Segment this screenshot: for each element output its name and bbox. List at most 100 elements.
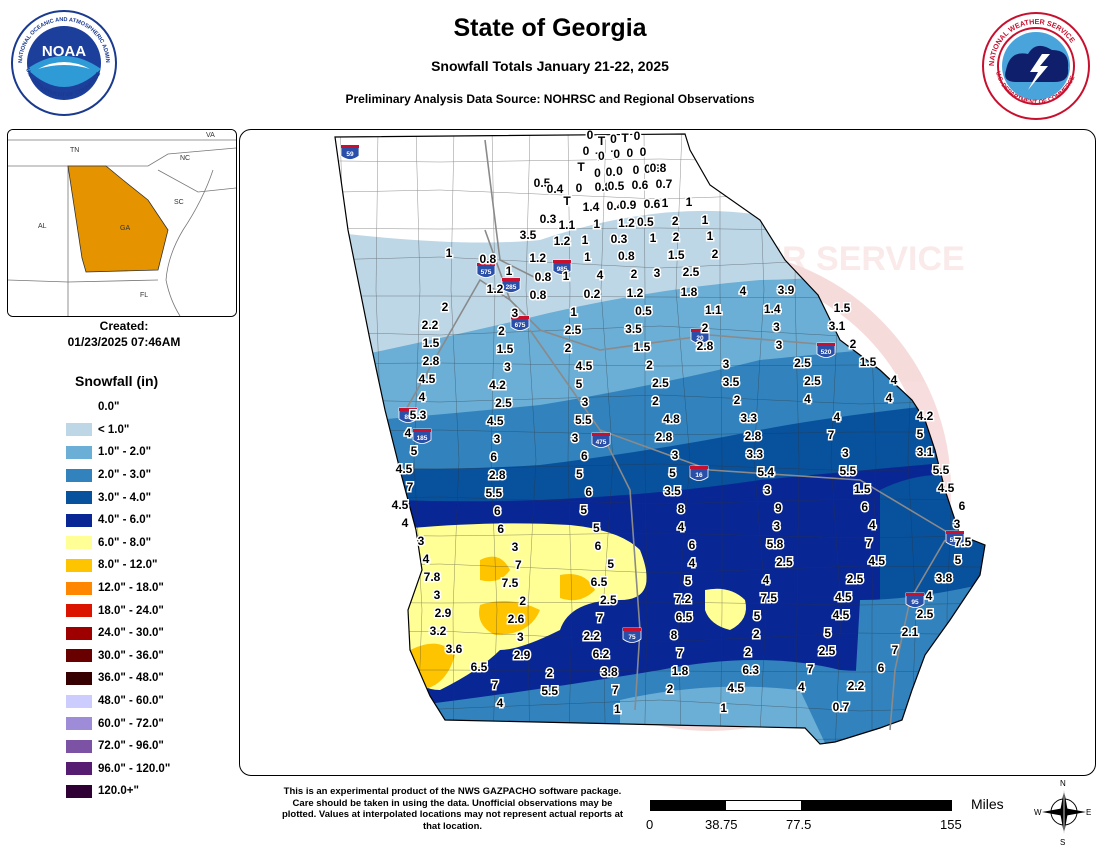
legend-item: 3.0" - 4.0"	[66, 486, 170, 509]
snowfall-observation: 1	[506, 264, 513, 278]
legend-label: 3.0" - 4.0"	[98, 491, 152, 504]
snowfall-observation: 2	[672, 214, 679, 228]
snowfall-observation: 0	[610, 132, 617, 146]
snowfall-observation: 4.5	[396, 462, 413, 476]
inset-label-nc: NC	[180, 155, 190, 162]
legend-label: 72.0" - 96.0"	[98, 740, 164, 753]
snowfall-observation: 4.2	[917, 409, 934, 423]
created-value: 01/23/2025 07:46AM	[67, 335, 181, 349]
snowfall-observation: 7	[492, 678, 499, 692]
legend-swatch	[66, 423, 92, 437]
interstate-shield-icon: 20	[690, 328, 710, 344]
snowfall-observation: 3	[494, 432, 501, 446]
snowfall-observation: 2	[753, 627, 760, 641]
interstate-number: 185	[417, 435, 428, 442]
nws-logo: NATIONAL WEATHER SERVICE U.S. DEPARTMENT…	[982, 12, 1090, 120]
interstate-number: 575	[481, 269, 492, 276]
snowfall-observation: 7.5	[955, 535, 972, 549]
data-source-note: Preliminary Analysis Data Source: NOHRSC…	[345, 92, 755, 106]
legend-item: 18.0" - 24.0"	[66, 599, 170, 622]
legend-item: 0.0"	[66, 396, 170, 419]
legend-item: 12.0" - 18.0"	[66, 577, 170, 600]
snowfall-observation: 4.5	[727, 681, 744, 695]
snowfall-observation: T	[563, 194, 571, 208]
snowfall-observation: T	[598, 134, 606, 148]
snowfall-observation: 0.5	[635, 304, 652, 318]
snowfall-observation: 7	[677, 646, 684, 660]
snowfall-observation: T	[596, 150, 604, 164]
snowfall-observation: 5.5	[485, 486, 502, 500]
snowfall-observation: 7	[515, 558, 522, 572]
noaa-logo-text: NOAA	[42, 43, 86, 60]
snowfall-observation: 2	[498, 324, 505, 338]
interstate-number: 285	[506, 284, 517, 291]
snowfall-observation: 4	[886, 391, 893, 405]
legend-label: 24.0" - 30.0"	[98, 627, 164, 640]
map-subtitle: Snowfall Totals January 21-22, 2025	[431, 58, 669, 74]
snowfall-observation: 3	[776, 338, 783, 352]
snowfall-observation: 2.2	[422, 318, 439, 332]
legend-swatch	[66, 468, 92, 482]
snowfall-observation: 2	[745, 645, 752, 659]
snowfall-observation: 4	[804, 392, 811, 406]
legend-item: < 1.0"	[66, 419, 170, 442]
legend-label: 96.0" - 120.0"	[98, 762, 171, 775]
snowfall-observation: 3	[582, 395, 589, 409]
snowfall-observation: 6	[861, 500, 868, 514]
snowfall-observation: 4	[678, 520, 685, 534]
snowfall-observation: 6.5	[591, 575, 608, 589]
snowfall-observation: 5	[955, 553, 962, 567]
snowfall-observation: 2.5	[847, 572, 864, 586]
interstate-number: 16	[695, 472, 703, 479]
legend-item: 60.0" - 72.0"	[66, 712, 170, 735]
snowfall-observation: 4.5	[938, 481, 955, 495]
scale-label-3: 155	[940, 817, 962, 832]
snowfall-observation: 2.8	[489, 468, 506, 482]
snowfall-observation: 4.8	[663, 412, 680, 426]
scale-seg-3	[801, 801, 951, 810]
snowfall-observation: 7.5	[502, 576, 519, 590]
snowfall-observation: 0.6	[644, 197, 661, 211]
scale-bar-track	[650, 800, 952, 811]
locator-inset-map: VA TN NC SC AL GA FL	[7, 129, 237, 317]
legend-swatch	[66, 762, 92, 776]
snowfall-observation: 0	[583, 144, 590, 158]
snowfall-observation: 7	[892, 643, 899, 657]
snowfall-observation: 3	[654, 266, 661, 280]
snowfall-observation: 4	[597, 268, 604, 282]
snowfall-observation: 0.8	[530, 288, 547, 302]
snowfall-observation: 1	[582, 233, 589, 247]
legend-label: 0.0"	[98, 401, 120, 414]
snowfall-observation: 3	[504, 360, 511, 374]
snowfall-observation: 3.5	[625, 322, 642, 336]
snowfall-observation: 5	[669, 466, 676, 480]
snowfall-observation: 7.5	[760, 591, 777, 605]
snowfall-observation: 2.8	[423, 354, 440, 368]
interstate-shield-icon: 575	[476, 262, 496, 278]
scale-label-1: 38.75	[705, 817, 738, 832]
legend-label: 30.0" - 36.0"	[98, 649, 164, 662]
interstate-shield-icon: 520	[816, 342, 836, 358]
snowfall-observation: 7.8	[424, 570, 441, 584]
snowfall-observation: 0.7	[833, 700, 850, 714]
snowfall-observation: 2.5	[600, 593, 617, 607]
snowfall-observation: T	[577, 160, 585, 174]
snowfall-observation: 0.8	[618, 249, 635, 263]
interstate-shield-icon: 75	[622, 627, 642, 643]
snowfall-observation: 6	[595, 539, 602, 553]
inset-label-tn: TN	[70, 147, 79, 154]
snowfall-observation: 0.5	[534, 176, 551, 190]
snowfall-observation: 6	[959, 499, 966, 513]
disclaimer-text: This is an experimental product of the N…	[281, 786, 624, 832]
interstate-number: 85	[404, 414, 412, 421]
snowfall-observation: 0	[576, 181, 583, 195]
legend-swatch	[66, 784, 92, 798]
snowfall-observation: 2.9	[435, 606, 452, 620]
snowfall-observation: 3	[723, 357, 730, 371]
snowfall-observation: 7	[866, 536, 873, 550]
snowfall-observation: 0.6	[632, 178, 649, 192]
map-title: State of Georgia	[453, 14, 647, 42]
snowfall-observation: 5.5	[933, 463, 950, 477]
snowfall-observation: 2.8	[656, 430, 673, 444]
created-label: Created:	[99, 319, 149, 333]
